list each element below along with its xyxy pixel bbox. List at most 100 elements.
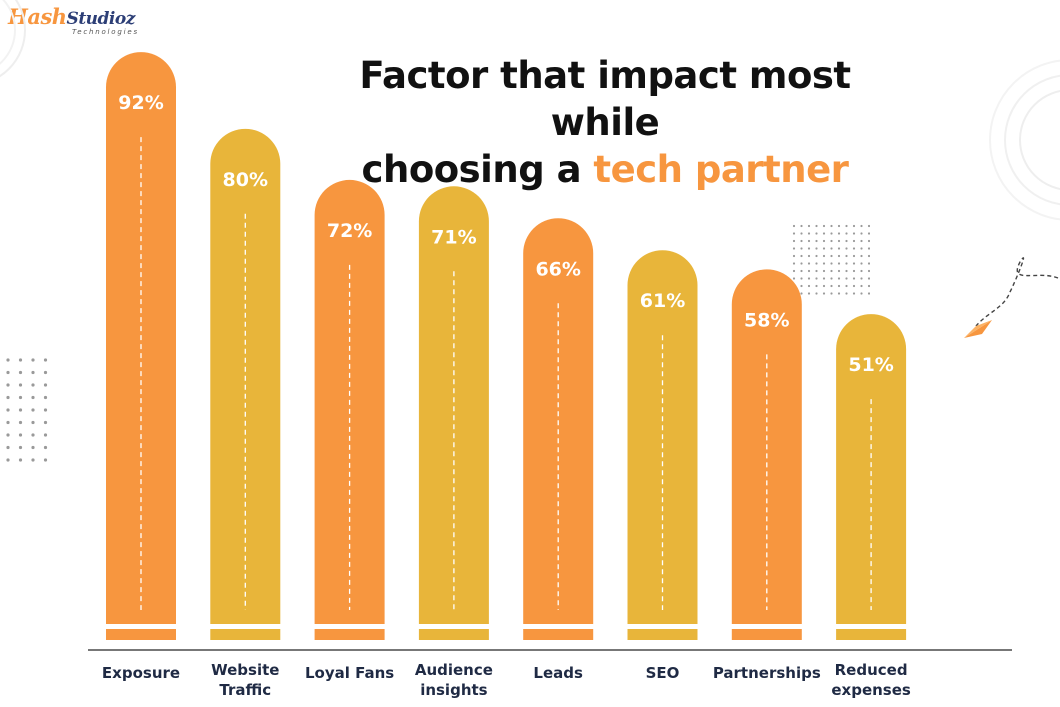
- deco-dot: [800, 247, 803, 250]
- deco-dot: [867, 292, 870, 295]
- deco-dot: [822, 262, 826, 265]
- deco-dot: [830, 232, 833, 235]
- deco-dot: [860, 224, 863, 228]
- deco-dot: [830, 239, 833, 243]
- deco-dot: [830, 254, 833, 258]
- deco-dot: [830, 262, 833, 265]
- deco-dot: [822, 232, 826, 235]
- deco-dot: [837, 232, 841, 235]
- deco-dot: [18, 420, 23, 425]
- deco-dot: [867, 284, 870, 288]
- deco-dot: [860, 239, 863, 243]
- deco-dot: [31, 458, 35, 462]
- deco-dot: [837, 254, 841, 258]
- deco-dot: [837, 247, 841, 250]
- deco-dot: [31, 445, 35, 450]
- deco-dot: [845, 247, 848, 250]
- deco-dot: [807, 292, 811, 295]
- deco-dot: [31, 420, 35, 425]
- deco-dot: [860, 277, 863, 280]
- deco-dot-grid-right: [792, 224, 870, 295]
- deco-dot: [852, 284, 856, 288]
- deco-dot: [31, 370, 35, 375]
- deco-dot: [852, 269, 856, 273]
- deco-dot: [6, 358, 10, 362]
- bar-website-traffic: [210, 128, 281, 640]
- chart-title-highlight: tech partner: [593, 148, 849, 191]
- deco-dot: [867, 224, 870, 228]
- deco-dot: [830, 277, 833, 280]
- deco-dot: [800, 224, 803, 228]
- deco-dot: [822, 224, 826, 228]
- deco-dot: [822, 254, 826, 258]
- deco-dot: [792, 277, 796, 280]
- deco-dot: [800, 254, 803, 258]
- brand-name-part2: Studioz: [66, 9, 136, 29]
- deco-dot: [800, 239, 803, 243]
- deco-dot: [852, 292, 856, 295]
- deco-dot: [18, 408, 23, 412]
- deco-dot: [860, 269, 863, 273]
- deco-circle-top-left: [0, 0, 26, 78]
- value-label-audience-insights: 71%: [431, 226, 476, 248]
- deco-dot: [845, 254, 848, 258]
- bar-band-leads: [522, 624, 595, 629]
- category-label-line: Reduced: [835, 661, 908, 679]
- category-label-seo: SEO: [646, 664, 680, 682]
- chart-title-line2: choosing a tech partner: [300, 146, 910, 193]
- brand-name-part1: Hash: [8, 4, 67, 29]
- deco-dot: [43, 445, 48, 450]
- deco-dot: [31, 433, 35, 437]
- deco-dot: [837, 292, 841, 295]
- deco-dot: [860, 292, 863, 295]
- deco-dot: [815, 284, 818, 288]
- deco-dot: [867, 247, 870, 250]
- deco-dot: [852, 224, 856, 228]
- chart-title: Factor that impact most while choosing a…: [300, 52, 910, 193]
- deco-dot: [830, 269, 833, 273]
- deco-dot: [6, 445, 10, 450]
- deco-dot: [800, 232, 803, 235]
- deco-dot: [31, 395, 35, 400]
- value-label-website-traffic: 80%: [223, 169, 268, 191]
- deco-dot: [31, 383, 35, 387]
- deco-dot: [792, 269, 796, 273]
- value-label-partnerships: 58%: [744, 309, 789, 331]
- brand-wordmark: HashStudioz: [8, 4, 135, 29]
- deco-dot: [792, 254, 796, 258]
- deco-dot: [800, 269, 803, 273]
- deco-dot: [860, 262, 863, 265]
- deco-dot: [867, 269, 870, 273]
- chart-title-line1: Factor that impact most while: [359, 54, 851, 144]
- deco-dot: [867, 262, 870, 265]
- deco-dot: [807, 277, 811, 280]
- deco-dot: [852, 232, 856, 235]
- deco-dot: [822, 269, 826, 273]
- deco-dot: [807, 224, 811, 228]
- bar-audience-insights: [418, 186, 489, 640]
- category-label-loyal-fans: Loyal Fans: [305, 664, 394, 682]
- deco-dot: [815, 247, 818, 250]
- deco-dot: [807, 239, 811, 243]
- deco-dot: [830, 224, 833, 228]
- deco-dot: [18, 395, 23, 400]
- deco-dot: [43, 408, 48, 412]
- deco-dot: [792, 239, 796, 243]
- deco-dot: [18, 433, 23, 437]
- deco-dot: [18, 445, 23, 450]
- bar-band-loyal-fans: [313, 624, 386, 629]
- deco-dot: [867, 239, 870, 243]
- deco-dot: [43, 370, 48, 375]
- deco-dot: [837, 262, 841, 265]
- category-label-audience-insights: Audience insights: [415, 661, 493, 699]
- value-label-seo: 61%: [640, 290, 685, 312]
- bar-band-reduced-expenses: [835, 624, 908, 629]
- category-label-line: Audience: [415, 661, 493, 679]
- category-label-line: Website: [211, 661, 279, 679]
- bar-band-exposure: [105, 624, 177, 629]
- category-label-line: expenses: [831, 681, 911, 699]
- deco-dot: [792, 224, 796, 228]
- deco-dot: [860, 247, 863, 250]
- category-label-line: SEO: [646, 664, 680, 682]
- deco-dot: [822, 292, 826, 295]
